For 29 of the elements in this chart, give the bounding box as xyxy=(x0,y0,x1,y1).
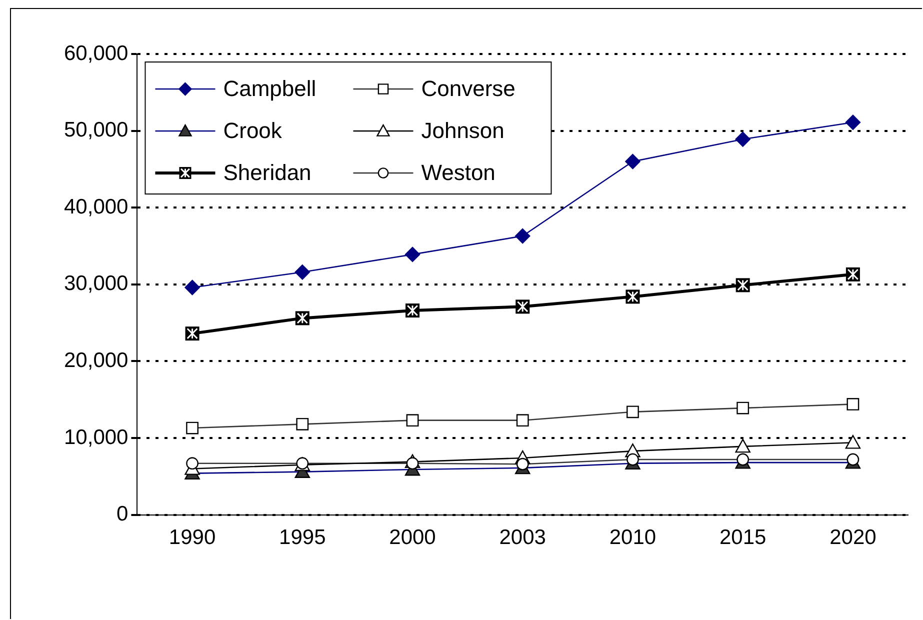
x-tick-label: 2000 xyxy=(389,526,436,550)
point xyxy=(735,438,750,453)
x-tick-label: 2015 xyxy=(719,526,766,550)
y-tick-label: 60,000 xyxy=(64,42,128,65)
point xyxy=(515,228,530,244)
point xyxy=(184,280,200,296)
legend-label: Johnson xyxy=(421,118,504,144)
y-tick-label: 0 xyxy=(116,502,128,526)
point xyxy=(845,114,861,130)
y-tick-label: 10,000 xyxy=(64,426,128,449)
y-tick-label: 20,000 xyxy=(64,348,128,372)
legend-label: Weston xyxy=(421,160,496,186)
y-tick-label: 30,000 xyxy=(64,272,128,296)
x-tick-label: 1995 xyxy=(279,526,326,550)
x-tick-label: 2003 xyxy=(499,526,546,550)
point xyxy=(845,435,861,449)
legend-label: Sheridan xyxy=(223,160,312,186)
y-tick-label: 50,000 xyxy=(64,118,128,142)
x-tick-label: 2010 xyxy=(609,526,656,550)
legend-label: Converse xyxy=(421,76,516,102)
y-tick-label: 40,000 xyxy=(64,195,128,218)
point xyxy=(294,264,310,280)
point xyxy=(625,154,640,170)
point xyxy=(735,132,750,147)
legend-label: Crook xyxy=(223,118,283,144)
x-tick-label: 1990 xyxy=(168,526,216,550)
x-tick-label: 2020 xyxy=(830,526,876,550)
legend-label: Campbell xyxy=(223,76,316,102)
point xyxy=(404,246,420,262)
